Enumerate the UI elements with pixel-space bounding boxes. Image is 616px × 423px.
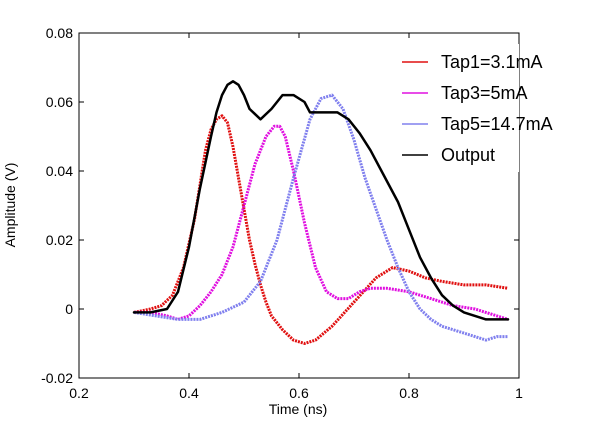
y-tick-label: 0 [65, 301, 73, 317]
x-tick-label: 0.2 [69, 385, 89, 401]
x-axis-title: Time (ns) [269, 401, 328, 417]
series-line-1 [133, 114, 509, 345]
y-tick-label: 0.08 [46, 25, 73, 41]
y-tick-label: 0.06 [46, 94, 73, 110]
x-tick-label: 0.6 [289, 385, 309, 401]
x-tick-label: 0.8 [399, 385, 419, 401]
x-tick-label: 0.4 [179, 385, 199, 401]
y-tick-label: 0.02 [46, 232, 73, 248]
series-line-2 [134, 124, 509, 321]
legend-label: Tap5=14.7mA [441, 114, 553, 134]
legend-label: Tap1=3.1mA [441, 52, 543, 72]
y-axis: -0.02 0 0.02 0.04 0.06 0.08 [41, 25, 519, 386]
series-line-3 [133, 93, 508, 342]
y-tick-label: 0.04 [46, 163, 73, 179]
legend-label: Tap3=5mA [441, 83, 528, 103]
legend-label: Output [441, 145, 495, 165]
series-layer [132, 80, 510, 345]
series-line-4 [132, 80, 510, 321]
y-tick-label: -0.02 [41, 370, 73, 386]
x-tick-label: 1 [515, 385, 523, 401]
legend-box [393, 44, 519, 172]
x-axis: 0.2 0.4 0.6 0.8 1 [69, 33, 523, 401]
legend: Tap1=3.1mA Tap3=5mA Tap5=14.7mA Output [393, 44, 553, 172]
y-axis-title: Amplitude (V) [2, 163, 18, 248]
